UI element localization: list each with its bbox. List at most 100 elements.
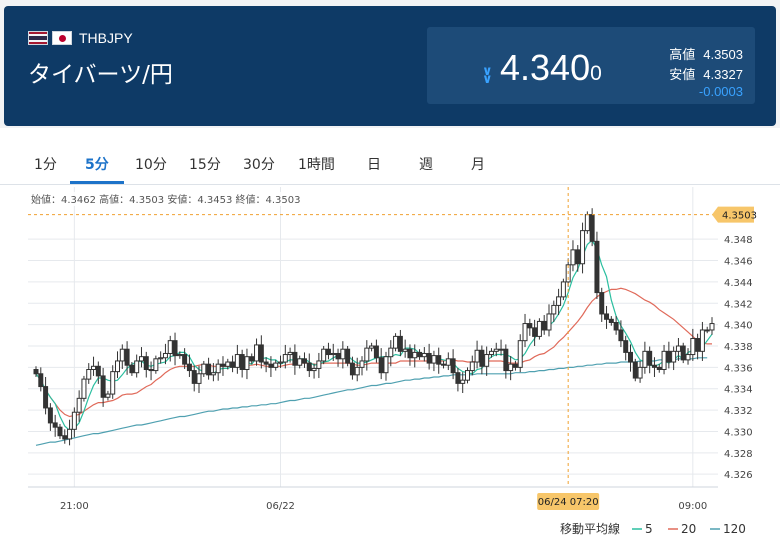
candle-body-down <box>95 365 101 377</box>
tab-weekly[interactable]: 週 <box>419 157 433 173</box>
candle <box>201 360 207 377</box>
candle-body-up <box>661 350 667 371</box>
candle-body-up <box>690 338 696 356</box>
tab-5min[interactable]: 5分 <box>85 157 109 173</box>
candle-body-up <box>71 411 77 430</box>
candle <box>105 390 111 401</box>
candle-body-down <box>373 345 379 359</box>
candle <box>67 419 73 446</box>
candle <box>623 335 629 361</box>
candle <box>364 340 370 371</box>
candle <box>632 358 638 382</box>
candle <box>551 300 557 322</box>
candle <box>249 353 255 365</box>
candle <box>301 352 307 368</box>
candle <box>685 348 691 365</box>
candle <box>666 341 672 369</box>
candle <box>52 414 58 437</box>
candle <box>575 245 581 272</box>
candle <box>604 305 610 329</box>
candle <box>618 320 624 348</box>
candle <box>637 360 643 383</box>
candle <box>556 288 562 316</box>
tab-15min[interactable]: 15分 <box>189 157 221 173</box>
current-price: 4.3400 <box>500 47 602 89</box>
candle-body-down <box>417 351 423 358</box>
tab-30min[interactable]: 30分 <box>243 157 275 173</box>
double-chevron-down-icon: ∨ ∨ <box>482 64 493 87</box>
x-tick-label: 21:00 <box>60 501 89 512</box>
candle-body-down <box>124 348 130 366</box>
candle-body-down <box>249 356 255 362</box>
legend-label-ma120: 120 <box>723 522 746 536</box>
candle-body-down <box>647 350 653 366</box>
candle <box>191 365 197 392</box>
candle-body-up <box>699 329 705 352</box>
candle-body-down <box>306 362 312 372</box>
y-tick-label: 4.348 <box>724 235 753 246</box>
candle-body-down <box>172 340 178 357</box>
candle <box>517 334 523 373</box>
candle-body-down <box>623 340 629 353</box>
tab-monthly[interactable]: 月 <box>471 157 485 173</box>
tab-10min[interactable]: 10分 <box>135 157 167 173</box>
candle <box>258 335 264 369</box>
candle <box>426 343 432 370</box>
candle <box>359 356 365 376</box>
candle <box>647 346 653 374</box>
candle-body-down <box>627 351 633 363</box>
quote-box: ∨ ∨ 4.3400 高値 4.3503 安値 4.3327 -0.0003 <box>427 27 755 104</box>
candle-body-up <box>201 363 207 375</box>
candle <box>254 338 260 366</box>
price-last-digit: 0 <box>590 62 602 85</box>
candle <box>148 361 154 381</box>
candle <box>306 353 312 377</box>
candle <box>474 340 480 369</box>
candle-body-up <box>110 371 116 395</box>
tab-1min[interactable]: 1分 <box>34 157 57 173</box>
candle-body-down <box>191 370 197 384</box>
candle-body-up <box>675 345 681 352</box>
candle-body-down <box>268 363 274 368</box>
candle <box>441 360 447 369</box>
candle-body-up <box>210 372 216 376</box>
candle <box>71 407 77 438</box>
candle-body-down <box>52 422 58 428</box>
candle-body-down <box>129 364 135 374</box>
candle <box>129 362 135 376</box>
candle-body-down <box>575 249 581 265</box>
y-tick-label: 4.336 <box>724 363 753 374</box>
chart-area[interactable]: 4.326 4.328 4.330 4.332 4.334 4.336 4.338 4.340… <box>0 184 780 546</box>
candle <box>464 367 470 384</box>
price-main-digits: 4.340 <box>500 47 591 88</box>
candle <box>115 351 121 379</box>
candle-body-down <box>450 358 456 374</box>
candle-body-up <box>464 370 470 381</box>
candle <box>330 343 336 361</box>
candle <box>297 355 303 369</box>
candle <box>282 344 288 369</box>
candle-body-up <box>297 358 303 366</box>
candlestick-chart[interactable]: 4.326 4.328 4.330 4.332 4.334 4.336 4.338 4.340… <box>0 185 780 546</box>
tab-daily[interactable]: 日 <box>367 157 381 173</box>
candle-body-down <box>695 338 701 352</box>
crosshair-time-tag <box>537 493 600 510</box>
candle-body-up <box>412 351 418 359</box>
candle-body-up <box>584 214 590 232</box>
candle <box>86 363 92 384</box>
candle-body-down <box>407 348 413 359</box>
ma120-line <box>35 357 708 446</box>
candle <box>661 344 667 375</box>
y-tick-label: 4.340 <box>724 321 753 332</box>
candle-body-up <box>215 363 221 374</box>
candle-body-down <box>618 329 624 342</box>
candle <box>508 356 514 381</box>
candle-body-up <box>234 354 240 368</box>
candle-body-up <box>287 351 293 356</box>
active-tab-indicator <box>70 181 124 184</box>
timeframe-tabs: 1分 5分 10分 15分 30分 1時間 日 週 月 <box>0 128 780 184</box>
candle-body-up <box>278 361 284 364</box>
candle <box>450 349 456 380</box>
tab-1hour[interactable]: 1時間 <box>298 157 335 173</box>
candle <box>124 341 130 375</box>
